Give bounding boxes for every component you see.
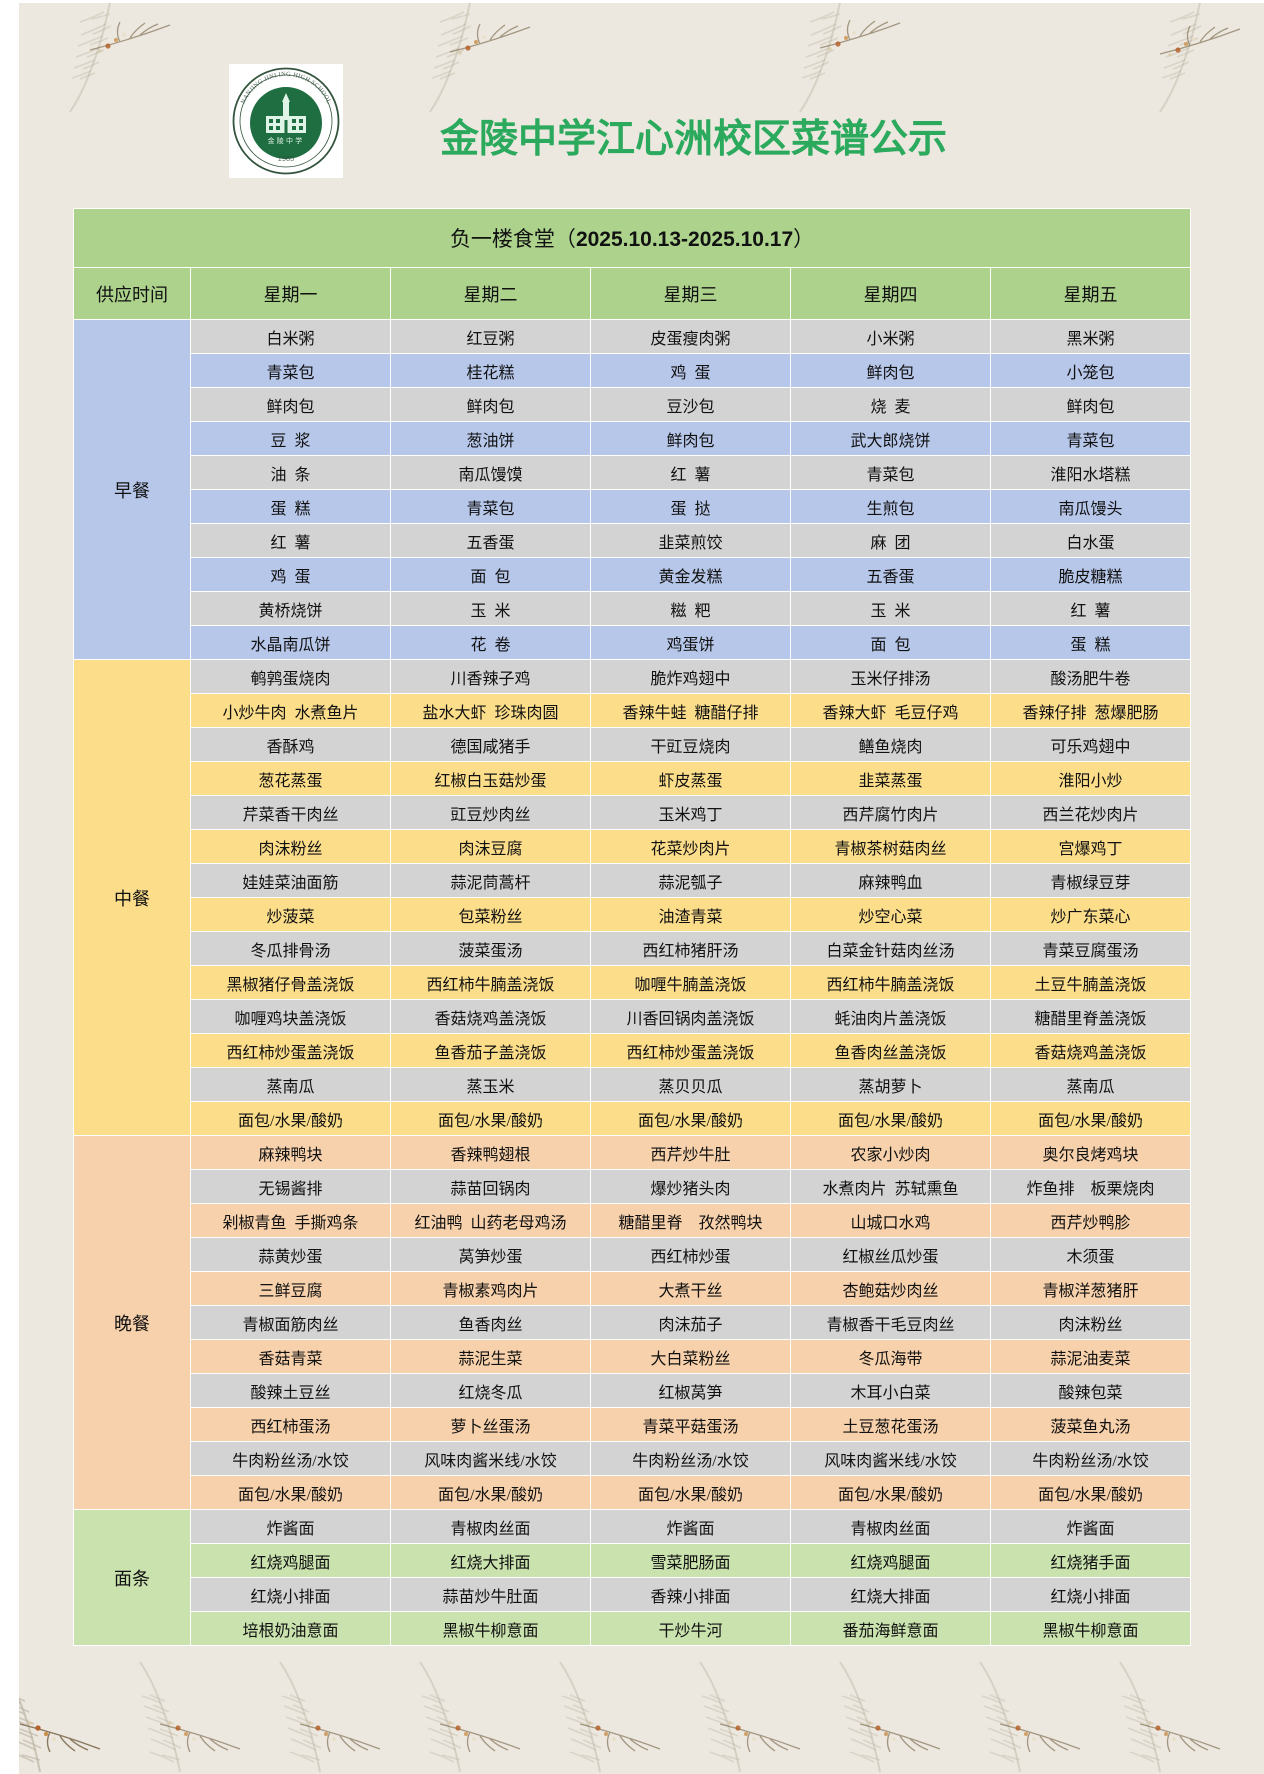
svg-text:1985: 1985 <box>278 154 295 163</box>
svg-text:金陵中学: 金陵中学 <box>268 136 305 145</box>
